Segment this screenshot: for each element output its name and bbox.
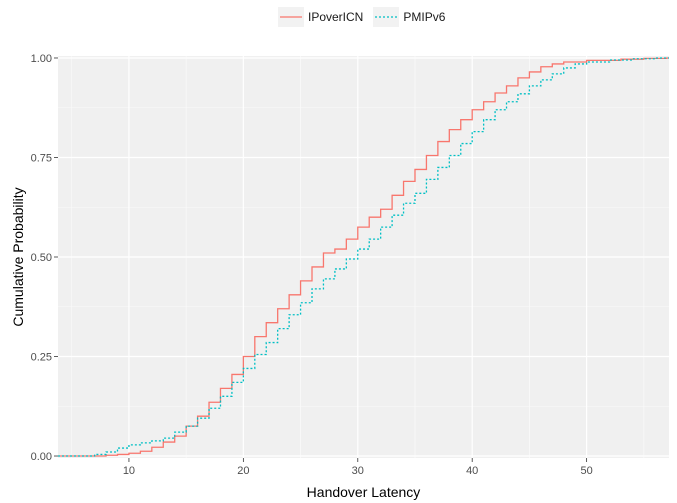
legend-key-ipovericn [278,7,304,27]
y-tick-label: 0.50 [31,252,52,264]
y-tick-label: 0.75 [31,152,52,164]
legend-item-pmipv6: PMIPv6 [373,7,445,27]
series-line-pmipv6 [58,57,669,457]
grid-major [58,56,669,458]
x-tick-label: 50 [580,465,592,477]
series-line-ipovericn [58,57,669,457]
y-tick-label: 0.25 [31,352,52,364]
legend-item-ipovericn: IPoverICN [278,7,363,27]
axis-ticks: 10 20 30 40 50 0.00 0.25 0.50 0.75 1.00 [31,53,593,477]
x-tick-label: 20 [237,465,249,477]
y-axis-title: Cumulative Probability [10,187,26,326]
legend-label-ipovericn: IPoverICN [308,10,364,24]
x-tick-label: 30 [352,465,364,477]
series-layer [58,57,669,457]
legend-key-pmipv6 [373,7,400,27]
y-tick-label: 0.00 [31,451,52,463]
legend: IPoverICN PMIPv6 [278,4,445,30]
y-tick-label: 1.00 [31,53,52,65]
x-tick-label: 40 [466,465,478,477]
x-tick-label: 10 [123,465,135,477]
x-axis-title: Handover Latency [307,484,421,500]
legend-label-pmipv6: PMIPv6 [403,10,446,24]
